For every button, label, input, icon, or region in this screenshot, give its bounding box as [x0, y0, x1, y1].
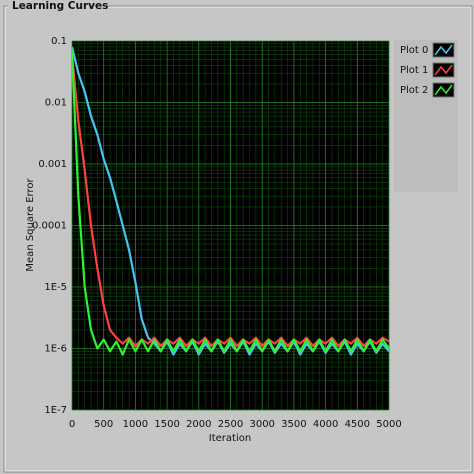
- x-tick-label: 2500: [218, 419, 243, 430]
- legend: Plot 0 Plot 1 Plot 2: [400, 42, 455, 98]
- legend-swatch: [434, 44, 453, 56]
- x-tick-label: 4500: [345, 419, 370, 430]
- x-tick-label: 2000: [186, 419, 211, 430]
- panel-frame: [3, 5, 473, 473]
- x-tick-label: 1000: [123, 419, 148, 430]
- x-tick-label: 1500: [154, 419, 179, 430]
- panel-title: Learning Curves: [12, 0, 108, 12]
- x-tick-label: 5000: [376, 419, 401, 430]
- legend-label: Plot 0: [400, 45, 428, 56]
- legend-label: Plot 2: [400, 85, 428, 96]
- y-tick-label: 1E-7: [44, 405, 67, 416]
- y-tick-label: 1E-6: [44, 344, 67, 355]
- x-tick-label: 4000: [313, 419, 338, 430]
- legend-swatch: [434, 84, 453, 96]
- x-tick-label: 0: [69, 419, 75, 430]
- y-tick-label: 0.1: [51, 36, 67, 47]
- series-group: [72, 46, 389, 356]
- x-axis-label: Iteration: [209, 433, 251, 444]
- series-line: [72, 50, 389, 356]
- x-tick-label: 3500: [281, 419, 306, 430]
- legend-label: Plot 1: [400, 65, 428, 76]
- series-line: [72, 54, 389, 348]
- y-tick-label: 0.0001: [32, 221, 67, 232]
- y-tick-label: 0.001: [38, 159, 67, 170]
- legend-swatch: [434, 64, 453, 76]
- grid: [71, 40, 390, 411]
- y-tick-label: 0.01: [45, 98, 67, 109]
- x-tick-label: 500: [94, 419, 113, 430]
- y-tick-label: 1E-5: [44, 282, 67, 293]
- panel-frame-light: [4, 6, 472, 472]
- y-axis-label: Mean Square Error: [25, 178, 36, 272]
- x-tick-label: 3000: [249, 419, 274, 430]
